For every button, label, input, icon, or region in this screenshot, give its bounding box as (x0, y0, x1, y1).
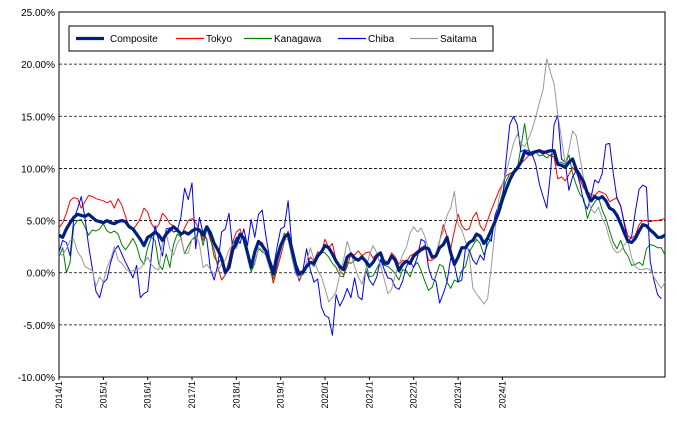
series-line-chiba (58, 114, 662, 336)
x-tick-label: 2024/1 (497, 381, 507, 409)
plot-area (58, 11, 666, 378)
x-axis-ticks: 2014/1 2015/1 2016/1 2017/1 2018/1 2019/1 2020… (54, 377, 507, 409)
x-tick-label: 2021/1 (364, 381, 374, 409)
x-tick-label: 2015/1 (98, 381, 108, 409)
legend-label-chiba: Chiba (368, 34, 395, 45)
y-tick-label: 20.00% (21, 60, 55, 71)
y-tick-label: 25.00% (21, 8, 55, 19)
x-tick-label: 2018/1 (231, 381, 241, 409)
legend-label-composite: Composite (110, 34, 158, 45)
y-tick-label: 0.00% (27, 269, 55, 280)
y-tick-label: 15.00% (21, 112, 55, 123)
legend: Composite Tokyo Kanagawa Chiba Saitama (68, 25, 494, 52)
x-tick-label: 2020/1 (320, 381, 330, 409)
series-line-composite (58, 149, 666, 276)
x-tick-label: 2017/1 (187, 381, 197, 409)
legend-label-kanagawa: Kanagawa (274, 34, 322, 45)
series-lines (58, 58, 666, 336)
series-line-saitama (58, 58, 666, 305)
series-line-kanagawa (58, 123, 666, 291)
y-tick-label: -5.00% (23, 321, 55, 332)
y-tick-label: 5.00% (27, 217, 55, 228)
y-tick-label: -10.00% (18, 373, 55, 384)
x-tick-label: 2016/1 (143, 381, 153, 409)
x-tick-label: 2023/1 (453, 381, 463, 409)
x-tick-label: 2022/1 (409, 381, 419, 409)
x-tick-label: 2019/1 (276, 381, 286, 409)
x-tick-label: 2014/1 (54, 381, 64, 409)
y-axis-ticks: 25.00% 20.00% 15.00% 10.00% 5.00% 0.00% -5.00%… (18, 8, 55, 384)
legend-label-tokyo: Tokyo (206, 34, 233, 45)
legend-label-saitama: Saitama (440, 34, 477, 45)
y-tick-label: 10.00% (21, 164, 55, 175)
